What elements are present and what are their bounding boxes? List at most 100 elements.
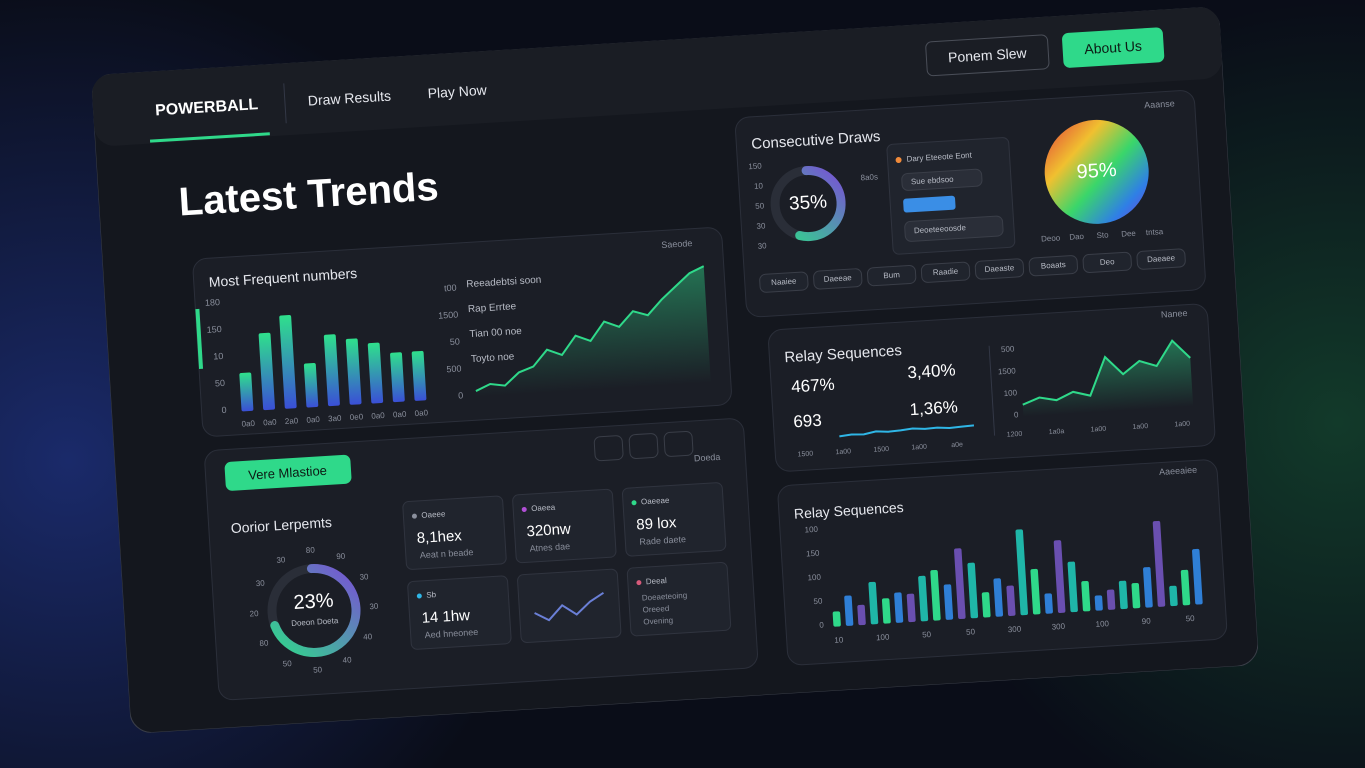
bar [1067,561,1078,613]
chip[interactable] [1136,248,1186,270]
x-tick-label: 1a00 [1174,421,1190,429]
x-tick-label: 0a0 [371,411,385,421]
nav-button-label[interactable]: About Us [1084,38,1142,57]
x-tick-label: 0a0 [393,410,407,420]
chip[interactable] [974,258,1025,280]
chip-label[interactable]: Daeaee [1147,253,1176,264]
tile-value: 14 1hw [421,607,470,627]
tile [517,568,622,644]
chip[interactable] [1028,255,1078,277]
chip-label[interactable]: Boaats [1041,260,1066,271]
x-tick-label: 300 [1051,622,1065,632]
tick-label: 20 [249,609,259,619]
y-tick-label: 0 [458,390,464,400]
bar [323,334,340,407]
menu-item-label[interactable]: Sue ebdsoo [911,175,955,187]
chip[interactable] [813,268,863,290]
icon-button[interactable] [663,430,694,457]
bar [239,372,254,412]
nav-button[interactable] [925,34,1050,77]
tick-label: 90 [336,552,346,562]
bar [1180,569,1191,606]
series-label: Tian 00 noe [469,326,522,340]
label: Doeda [694,452,721,464]
line [839,424,975,438]
tick-label: Deoo [1041,233,1061,243]
icon-button[interactable] [628,433,659,460]
y-tick-label: 1500 [998,366,1017,376]
nav-link[interactable]: Play Now [427,82,488,102]
chip-label[interactable]: Naaiee [771,277,797,288]
chip[interactable] [920,261,971,283]
tick-label: Dee [1121,229,1137,239]
y-tick-label: 0 [221,405,227,415]
bar [832,611,841,627]
tick-label: Sto [1096,230,1109,240]
chip-label[interactable]: Bum [883,270,900,280]
x-tick-label: 100 [876,632,890,642]
chip[interactable] [866,265,917,287]
bar [1192,548,1203,605]
x-tick-label: 0a0 [414,408,428,418]
chip-label[interactable]: Raadie [933,267,959,278]
tile [626,562,732,637]
y-tick-label: 50 [215,378,226,389]
chip[interactable] [759,271,809,293]
tick-label: 30 [359,572,369,582]
stat: 3,40% [907,360,956,382]
tile-tag: Sb [426,590,437,600]
dashboard-frame: POWERBALL Draw Results Play Now Ponem Slew A… [91,6,1259,734]
dot [895,156,902,163]
tile-line: Oreeed [642,604,669,615]
tick-label: 40 [363,632,373,642]
tile-tag: Deeal [646,576,668,586]
x-tick-label: 2a0 [285,416,299,426]
tile [402,495,507,570]
tile-sub: Aed hneonee [424,627,478,640]
ring-arc [267,563,361,657]
line [534,591,605,622]
dot [411,513,417,519]
y-tick-label: 180 [205,297,221,308]
y-tick-label: 50 [813,597,823,607]
label: 23% [293,590,335,614]
x-tick-label: 100 [1095,619,1109,629]
bar [411,350,427,401]
chip[interactable] [1082,251,1132,274]
bar [857,604,866,626]
menu-item[interactable] [904,215,1004,242]
menu-item-label[interactable]: Deoeteeoosde [914,223,967,235]
nav-button[interactable] [1062,27,1165,68]
label: 35% [788,191,827,214]
chip-label[interactable]: Daeeae [823,273,852,284]
bar [844,595,854,626]
bar [1169,585,1178,607]
nav-link[interactable]: Draw Results [307,88,391,109]
tick-label: 50 [313,665,323,675]
tag-button[interactable] [224,454,352,491]
bar [1053,540,1066,613]
nav-button-label[interactable]: Ponem Slew [948,45,1028,66]
y-tick-label: 150 [206,324,222,335]
orb [1044,119,1149,224]
chip-label[interactable]: Deo [1100,257,1116,267]
x-tick-label: 1a00 [911,444,927,452]
y-tick-label: 0 [819,620,825,629]
bar [1006,585,1016,617]
x-tick-label: 1500 [797,451,813,459]
x-tick-label: 1500 [873,446,889,454]
tag-button-label[interactable]: Vere Mlastioe [248,463,328,483]
x-tick-label: 10 [834,635,844,645]
bar [1094,595,1103,611]
bar [258,332,276,411]
y-tick-label: 500 [446,363,462,374]
icon-button[interactable] [593,435,624,462]
divider [283,83,287,124]
bar [1106,589,1116,610]
tick-label: 30 [369,602,379,612]
menu-item[interactable] [901,168,983,191]
chip-label[interactable]: Daeaste [984,263,1015,274]
tile-line: Doeaeteoing [642,591,688,603]
tile-tag: Oaeee [421,509,446,519]
y-tick-label: 500 [1001,344,1015,354]
